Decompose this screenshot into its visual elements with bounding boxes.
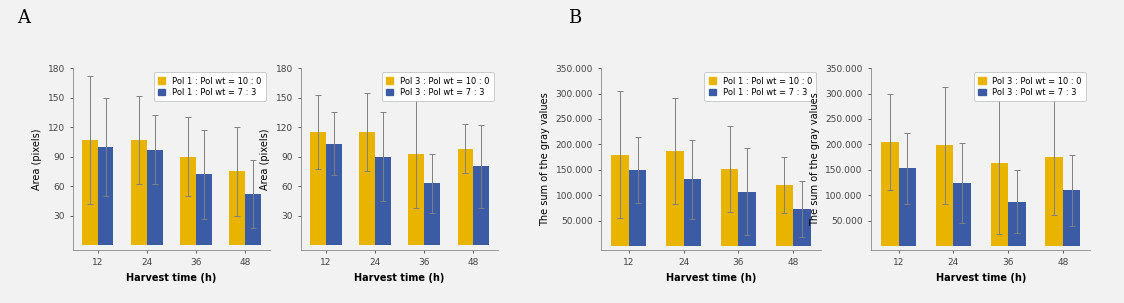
Y-axis label: The sum of the gray values: The sum of the gray values [540, 92, 550, 226]
Bar [147, 150, 163, 245]
X-axis label: Harvest time (h): Harvest time (h) [935, 273, 1026, 283]
Text: B: B [568, 9, 581, 27]
Bar [180, 157, 196, 245]
Bar [98, 147, 114, 245]
Bar [1008, 202, 1025, 246]
Bar [375, 157, 391, 245]
Bar [1063, 190, 1080, 246]
Bar [936, 145, 953, 246]
Bar [953, 183, 971, 246]
Legend: Pol 3 : Pol wt = 10 : 0, Pol 3 : Pol wt = 7 : 3: Pol 3 : Pol wt = 10 : 0, Pol 3 : Pol wt … [382, 72, 493, 101]
Bar [326, 144, 342, 245]
Bar [196, 174, 211, 245]
Text: A: A [17, 9, 30, 27]
Bar [1045, 157, 1063, 246]
Bar [898, 168, 916, 246]
Bar [229, 171, 245, 245]
Bar [667, 151, 683, 246]
Bar [881, 142, 898, 246]
X-axis label: Harvest time (h): Harvest time (h) [126, 273, 217, 283]
Bar [611, 155, 628, 246]
Bar [82, 140, 98, 245]
Legend: Pol 3 : Pol wt = 10 : 0, Pol 3 : Pol wt = 7 : 3: Pol 3 : Pol wt = 10 : 0, Pol 3 : Pol wt … [975, 72, 1086, 101]
Bar [683, 179, 701, 246]
Bar [720, 169, 738, 246]
Bar [424, 183, 439, 245]
Bar [738, 191, 755, 246]
Legend: Pol 1 : Pol wt = 10 : 0, Pol 1 : Pol wt = 7 : 3: Pol 1 : Pol wt = 10 : 0, Pol 1 : Pol wt … [705, 72, 816, 101]
Bar [360, 132, 375, 245]
Y-axis label: Area (pixels): Area (pixels) [31, 128, 42, 190]
X-axis label: Harvest time (h): Harvest time (h) [354, 273, 445, 283]
Legend: Pol 1 : Pol wt = 10 : 0, Pol 1 : Pol wt = 7 : 3: Pol 1 : Pol wt = 10 : 0, Pol 1 : Pol wt … [154, 72, 265, 101]
Bar [990, 163, 1008, 246]
Y-axis label: Area (pixels): Area (pixels) [260, 128, 270, 190]
Bar [776, 185, 794, 246]
Bar [628, 170, 646, 246]
Bar [132, 140, 147, 245]
Bar [245, 194, 261, 245]
Bar [457, 149, 473, 245]
Bar [408, 154, 424, 245]
Y-axis label: The sum of the gray values: The sum of the gray values [809, 92, 819, 226]
X-axis label: Harvest time (h): Harvest time (h) [665, 273, 756, 283]
Bar [794, 209, 810, 246]
Bar [310, 132, 326, 245]
Bar [473, 166, 489, 245]
